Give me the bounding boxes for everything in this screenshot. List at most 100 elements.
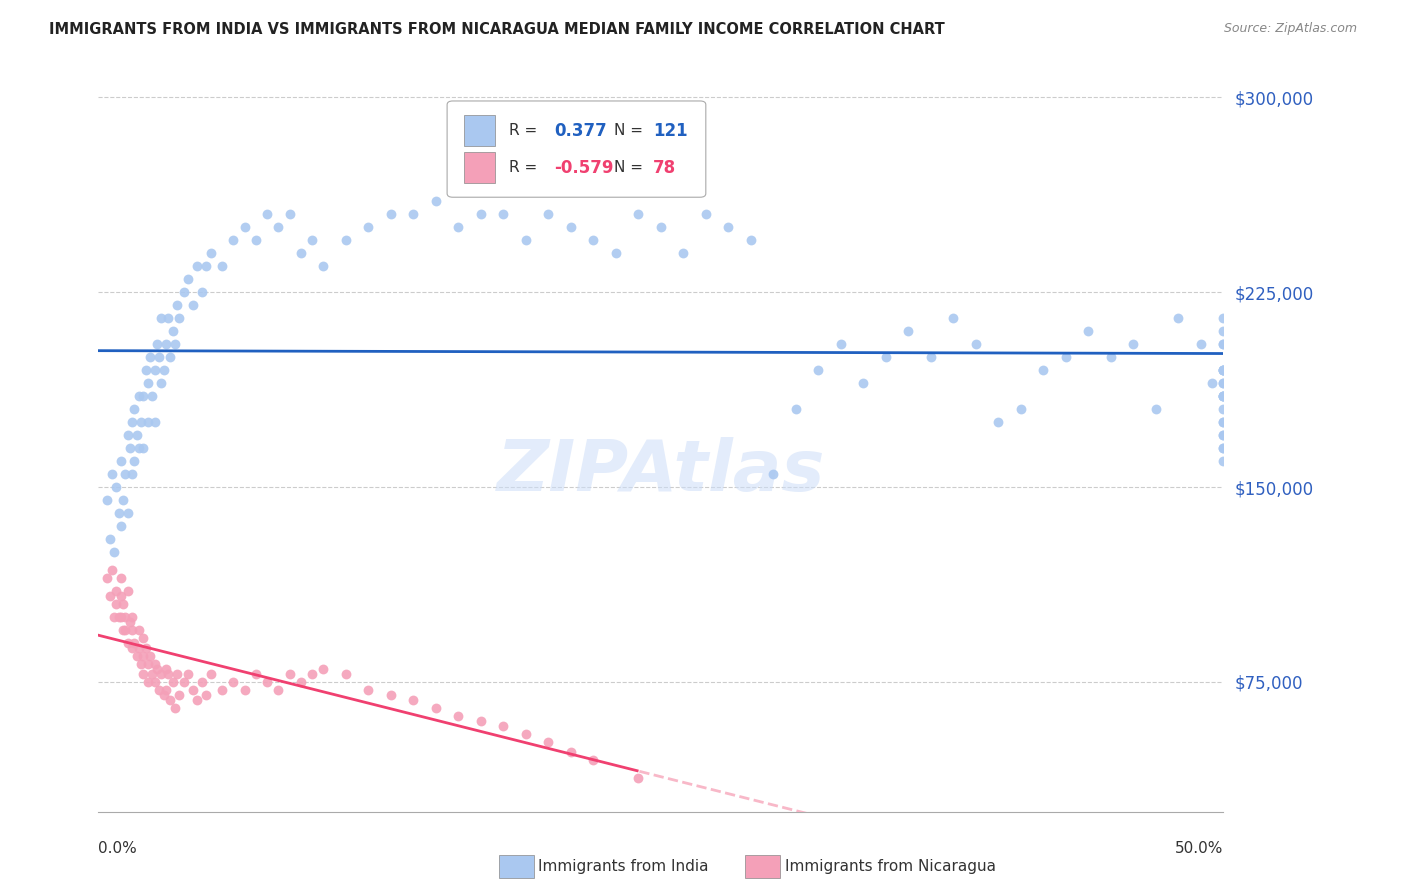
Point (128, 641, 150, 656)
Point (124, 636, 146, 650)
Point (650, 220, 672, 235)
Point (105, 583, 128, 598)
Point (150, 667, 173, 681)
Point (141, 667, 163, 681)
Point (1212, 389, 1234, 403)
Point (965, 337, 987, 351)
Point (717, 220, 740, 235)
Text: -0.579: -0.579 (554, 159, 613, 177)
Point (470, 207, 492, 221)
Point (290, 246, 312, 260)
Point (1054, 350, 1077, 364)
Point (1212, 402, 1234, 417)
Point (1189, 337, 1212, 351)
Point (107, 610, 129, 624)
Point (155, 337, 177, 351)
Point (150, 311, 173, 326)
Point (1212, 428, 1234, 442)
Point (155, 662, 177, 676)
Point (233, 220, 256, 235)
Point (129, 415, 152, 429)
Point (942, 311, 965, 326)
Point (278, 667, 301, 681)
Point (245, 233, 267, 247)
Text: N =: N = (613, 123, 643, 138)
Point (132, 667, 155, 681)
Point (157, 667, 180, 681)
Point (124, 454, 146, 468)
Text: 0.377: 0.377 (554, 121, 607, 139)
Point (121, 623, 143, 637)
Point (173, 674, 195, 689)
Point (169, 688, 191, 702)
Point (211, 259, 233, 273)
Point (830, 337, 852, 351)
Point (582, 233, 605, 247)
Point (136, 415, 159, 429)
Point (139, 648, 162, 663)
Point (177, 272, 200, 286)
Point (335, 233, 357, 247)
Point (1212, 454, 1234, 468)
Point (121, 641, 143, 656)
Point (96, 493, 118, 508)
Bar (464, 152, 495, 183)
Text: IMMIGRANTS FROM INDIA VS IMMIGRANTS FROM NICARAGUA MEDIAN FAMILY INCOME CORRELAT: IMMIGRANTS FROM INDIA VS IMMIGRANTS FROM… (49, 22, 945, 37)
Point (1099, 350, 1122, 364)
Point (1212, 441, 1234, 455)
Point (117, 506, 139, 520)
Point (157, 311, 180, 326)
Point (875, 350, 897, 364)
Point (1212, 311, 1234, 326)
Point (159, 350, 181, 364)
Point (96, 571, 118, 585)
Point (132, 389, 155, 403)
Point (181, 682, 204, 697)
Point (121, 610, 143, 624)
Point (103, 610, 125, 624)
Point (143, 415, 166, 429)
Point (98, 532, 121, 546)
Point (146, 337, 169, 351)
Point (222, 233, 245, 247)
Point (125, 428, 148, 442)
Point (101, 467, 124, 481)
Point (1212, 376, 1234, 390)
Text: 0.0%: 0.0% (98, 841, 138, 856)
Point (1167, 311, 1189, 326)
Point (560, 220, 582, 235)
Point (695, 207, 717, 221)
Point (169, 311, 191, 326)
Point (1122, 337, 1144, 351)
Point (129, 657, 152, 671)
Text: ZIPAtlas: ZIPAtlas (496, 437, 825, 506)
Point (98, 589, 121, 603)
Point (807, 363, 830, 377)
Point (312, 662, 335, 676)
Point (627, 207, 650, 221)
Point (132, 631, 155, 645)
Point (162, 324, 184, 338)
Point (1032, 363, 1054, 377)
Point (195, 688, 218, 702)
Point (128, 623, 150, 637)
Point (105, 597, 128, 611)
Point (1212, 337, 1234, 351)
Point (152, 688, 174, 702)
Point (128, 389, 150, 403)
Text: 78: 78 (652, 159, 676, 177)
Point (150, 376, 173, 390)
Point (470, 714, 492, 728)
Bar (464, 115, 495, 146)
Point (897, 324, 920, 338)
Point (1212, 389, 1234, 403)
Point (492, 719, 515, 733)
Point (191, 285, 214, 300)
Text: 121: 121 (652, 121, 688, 139)
Point (278, 207, 301, 221)
Point (380, 207, 402, 221)
Point (425, 701, 447, 715)
Point (740, 233, 762, 247)
Point (125, 648, 148, 663)
Point (110, 519, 132, 533)
